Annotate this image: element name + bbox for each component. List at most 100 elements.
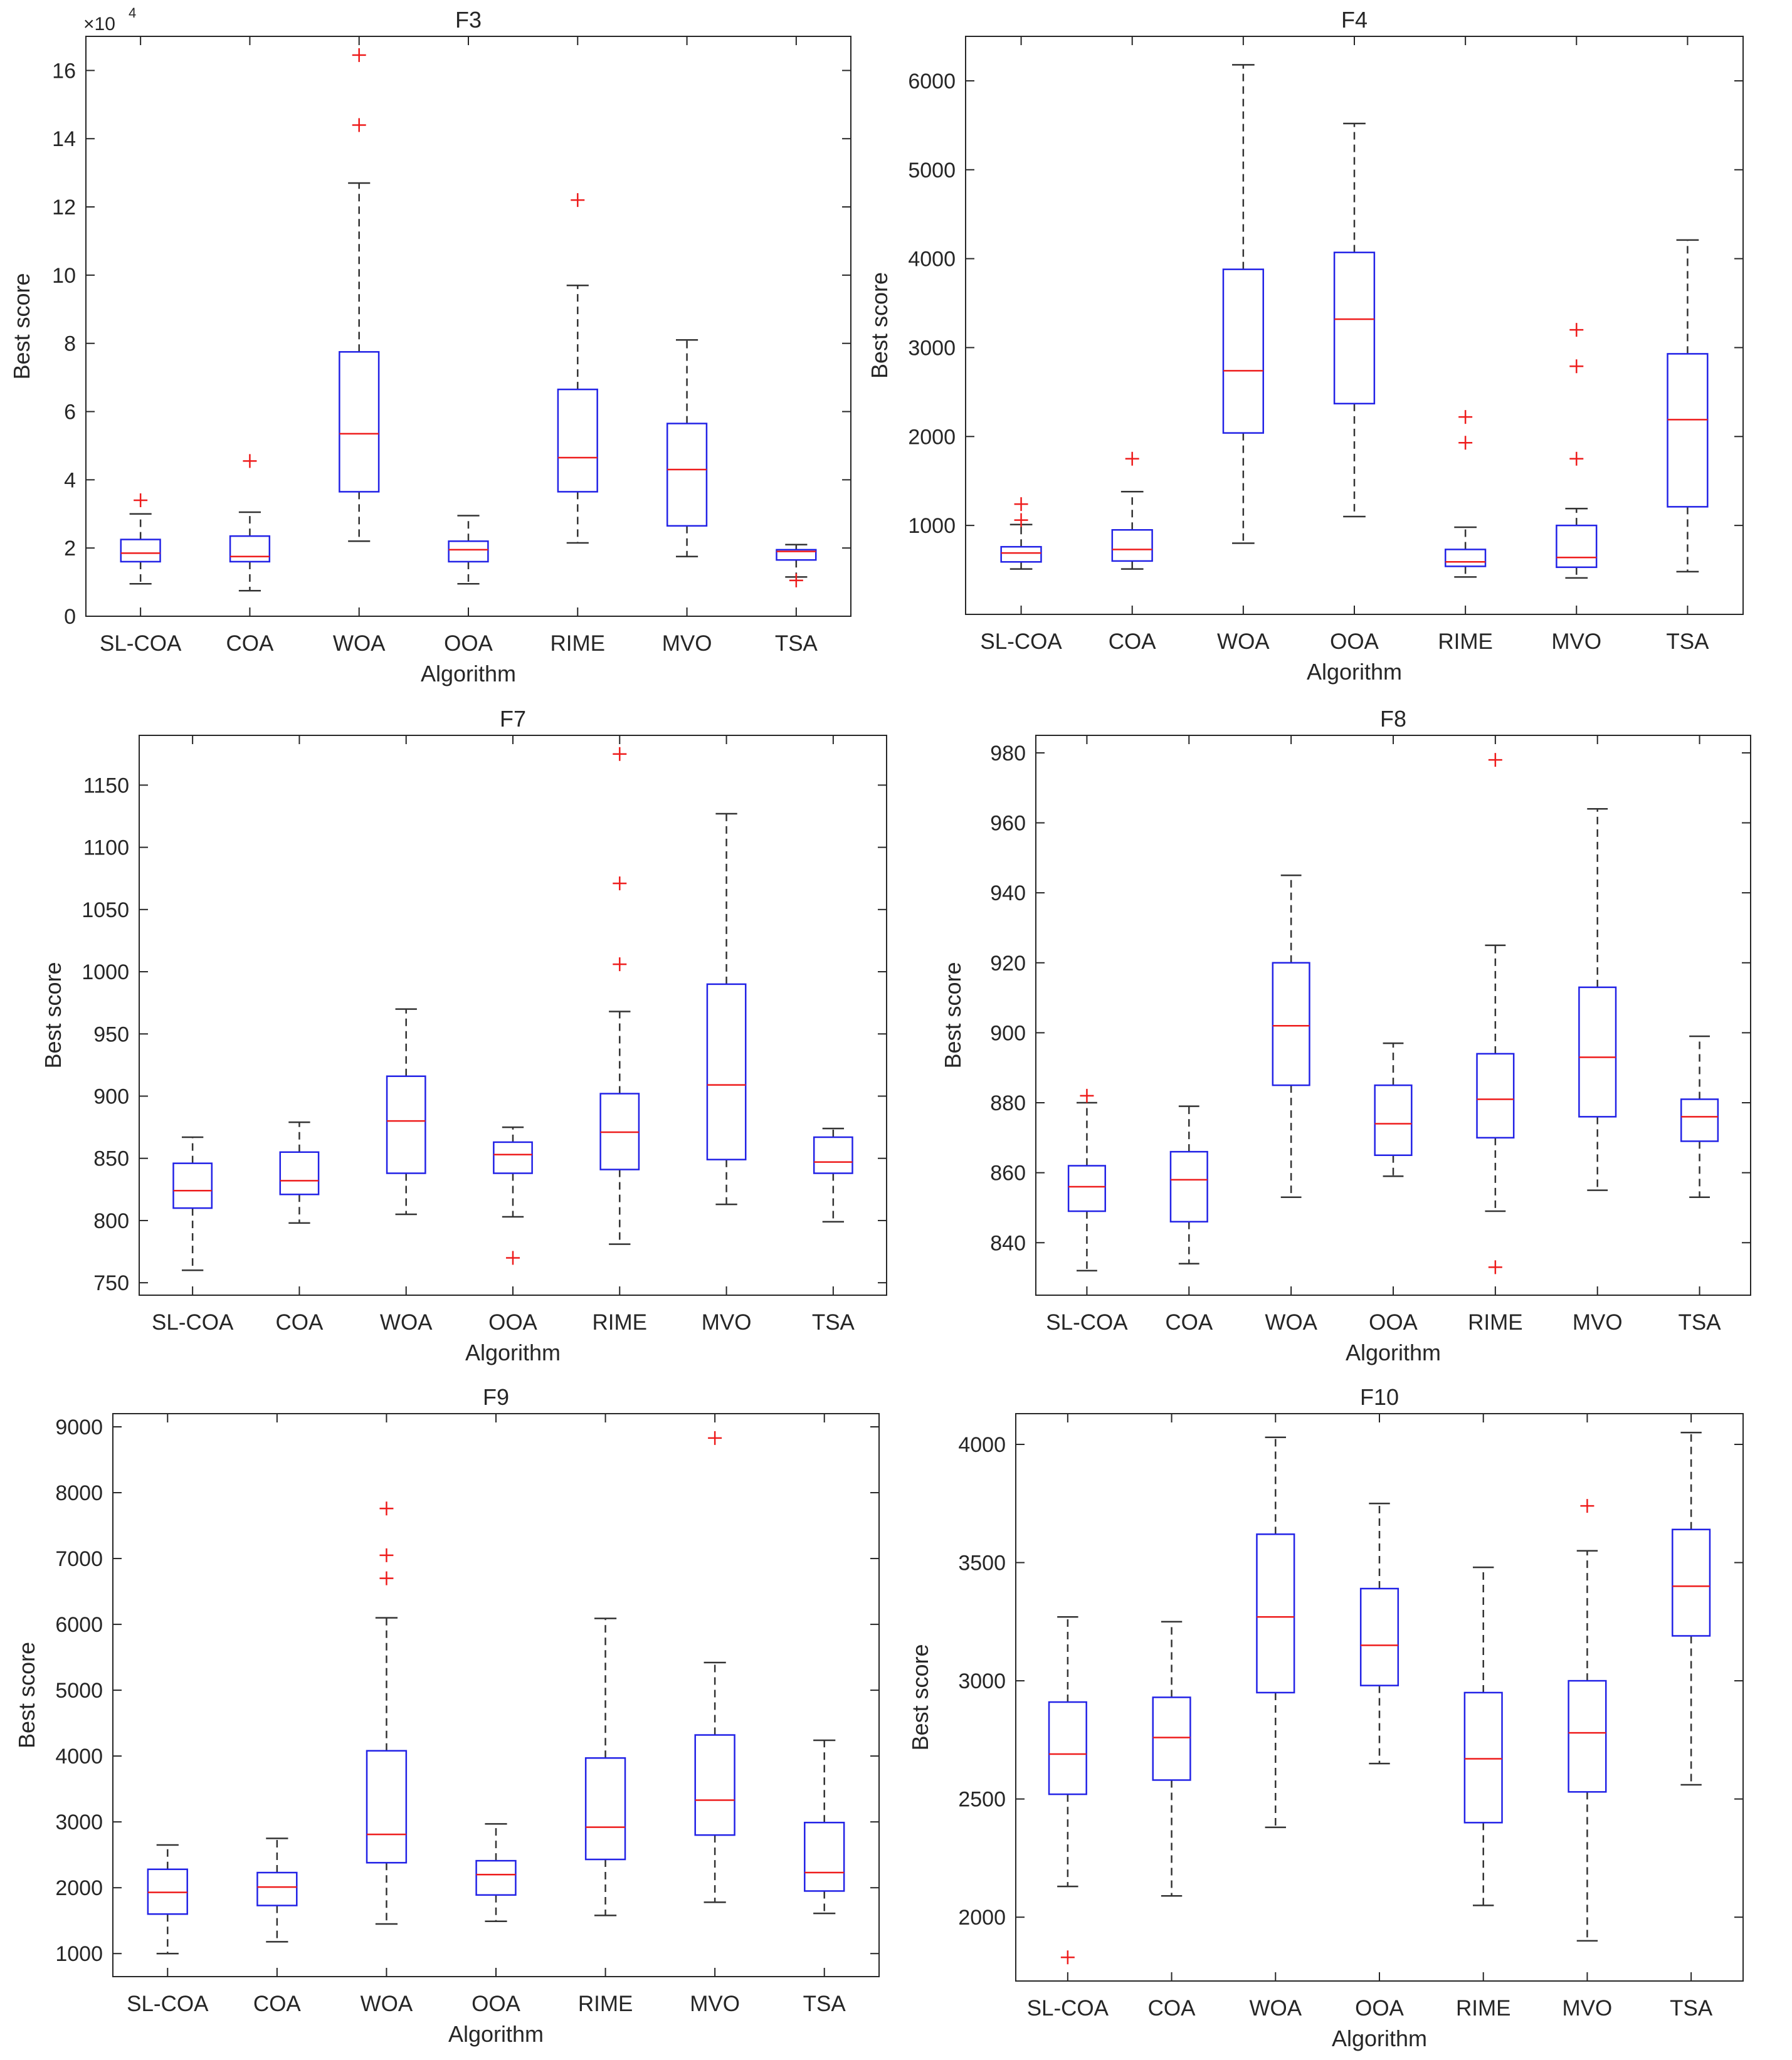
box-sl-coa (120, 493, 161, 585)
iqr-box (1476, 1053, 1515, 1139)
y-tick-label: 3000 (958, 1669, 1006, 1693)
y-tick-label: 840 (990, 1231, 1026, 1255)
x-axis-label: Algorithm (448, 2021, 544, 2047)
iqr-box (1000, 545, 1042, 563)
iqr-box (1667, 353, 1709, 508)
y-axis-label: Best score (9, 273, 34, 379)
outlier-marker (789, 573, 803, 587)
x-tick-label: TSA (812, 1310, 855, 1335)
outlier-marker (708, 1431, 722, 1445)
iqr-box (813, 1136, 853, 1174)
y-tick-label: 1050 (82, 898, 129, 922)
iqr-box (448, 540, 489, 563)
x-axis-label: Algorithm (1307, 659, 1402, 685)
outlier-marker (506, 1251, 520, 1265)
outlier-marker (1060, 1950, 1075, 1965)
outlier-marker (1569, 451, 1584, 466)
y-axis-label: Best score (940, 962, 966, 1068)
x-tick-label: OOA (444, 631, 493, 656)
iqr-box (1672, 1528, 1711, 1637)
box-ooa (475, 1823, 517, 1923)
iqr-box (1169, 1150, 1208, 1223)
y-tick-label: 4 (64, 468, 76, 492)
y-tick-label: 2000 (958, 1906, 1006, 1930)
x-tick-label: OOA (1330, 629, 1379, 654)
box-woa (1222, 64, 1264, 544)
outlier-marker (1569, 359, 1584, 374)
y-tick-label: 850 (93, 1147, 129, 1171)
box-coa (229, 454, 271, 592)
box-tsa (776, 544, 817, 587)
iqr-box (279, 1151, 320, 1196)
y-axis-label: Best score (14, 1642, 40, 1748)
y-tick-label: 3000 (55, 1810, 103, 1834)
x-tick-label: WOA (1265, 1310, 1317, 1335)
y-axis-label: Best score (907, 1644, 933, 1750)
box-sl-coa (1000, 497, 1042, 570)
box-woa (1272, 875, 1310, 1198)
box-rime (1476, 753, 1515, 1274)
y-tick-label: 14 (52, 127, 76, 151)
iqr-box (339, 351, 380, 493)
outlier-marker (352, 118, 366, 132)
box-rime (1445, 410, 1487, 578)
y-tick-label: 860 (990, 1162, 1026, 1185)
y-tick-label: 5000 (55, 1679, 103, 1703)
box-rime (584, 1617, 626, 1916)
outlier-marker (1458, 410, 1473, 424)
x-axis-label: Algorithm (1332, 2026, 1427, 2051)
box-woa (339, 48, 380, 542)
y-tick-label: 10 (52, 264, 76, 288)
box-coa (279, 1121, 320, 1224)
y-tick-label: 3000 (908, 336, 956, 360)
iqr-box (1272, 962, 1310, 1086)
y-tick-label: 2000 (55, 1876, 103, 1900)
x-tick-label: OOA (1355, 1996, 1404, 2021)
box-rime (1463, 1566, 1503, 1906)
box-woa (366, 1501, 408, 1925)
x-tick-label: OOA (1369, 1310, 1418, 1335)
box-sl-coa (147, 1844, 188, 1955)
x-tick-label: MVO (1563, 1996, 1613, 2021)
x-tick-label: RIME (1468, 1310, 1523, 1335)
box-ooa (448, 515, 489, 585)
outlier-marker (379, 1571, 394, 1585)
x-tick-label: COA (253, 1992, 302, 2016)
y-tick-label: 900 (93, 1085, 129, 1108)
x-tick-label: COA (226, 631, 274, 656)
y-tick-label: 980 (990, 742, 1026, 765)
y-tick-label: 800 (93, 1209, 129, 1233)
outlier-marker (1488, 1260, 1502, 1274)
x-tick-label: TSA (803, 1992, 846, 2016)
iqr-box (1048, 1701, 1087, 1795)
chart-panel-5: 1000 2000 3000 4000 5000 6000 7000 8000 9000 SL-C… (14, 1384, 880, 2047)
iqr-box (804, 1821, 845, 1892)
outlier-marker (243, 454, 257, 468)
chart-title: F8 (1380, 706, 1406, 732)
iqr-box (1578, 986, 1617, 1118)
outlier-marker (1014, 497, 1028, 512)
chart-title: F9 (483, 1384, 509, 1410)
x-tick-label: TSA (1679, 1310, 1722, 1335)
chart-title: F7 (500, 706, 526, 732)
x-tick-label: SL-COA (152, 1310, 234, 1335)
x-axis-label: Algorithm (1346, 1340, 1441, 1365)
outlier-marker (1458, 436, 1473, 450)
y-tick-label: 2500 (958, 1788, 1006, 1812)
iqr-box (694, 1734, 735, 1836)
x-tick-label: TSA (1666, 629, 1709, 654)
y-exponent-label: ×10 (83, 14, 115, 34)
y-tick-label: 920 (990, 952, 1026, 975)
y-tick-label: 1000 (55, 1942, 103, 1966)
outlier-marker (613, 876, 627, 891)
y-tick-label: 880 (990, 1091, 1026, 1115)
outlier-marker (613, 957, 627, 972)
outlier-marker (1580, 1499, 1594, 1513)
chart-panel-2: 1000 2000 3000 4000 5000 6000 SL-COA COA WOA OOA R… (867, 7, 1744, 685)
y-tick-label: 4000 (958, 1433, 1006, 1457)
chart-panel-4: 840 860 880 900 920 940 960 980 SL-COA COA WOA OOA R… (940, 706, 1751, 1365)
y-tick-label: 1100 (83, 836, 129, 860)
box-tsa (1667, 239, 1709, 573)
x-tick-label: TSA (775, 631, 818, 656)
